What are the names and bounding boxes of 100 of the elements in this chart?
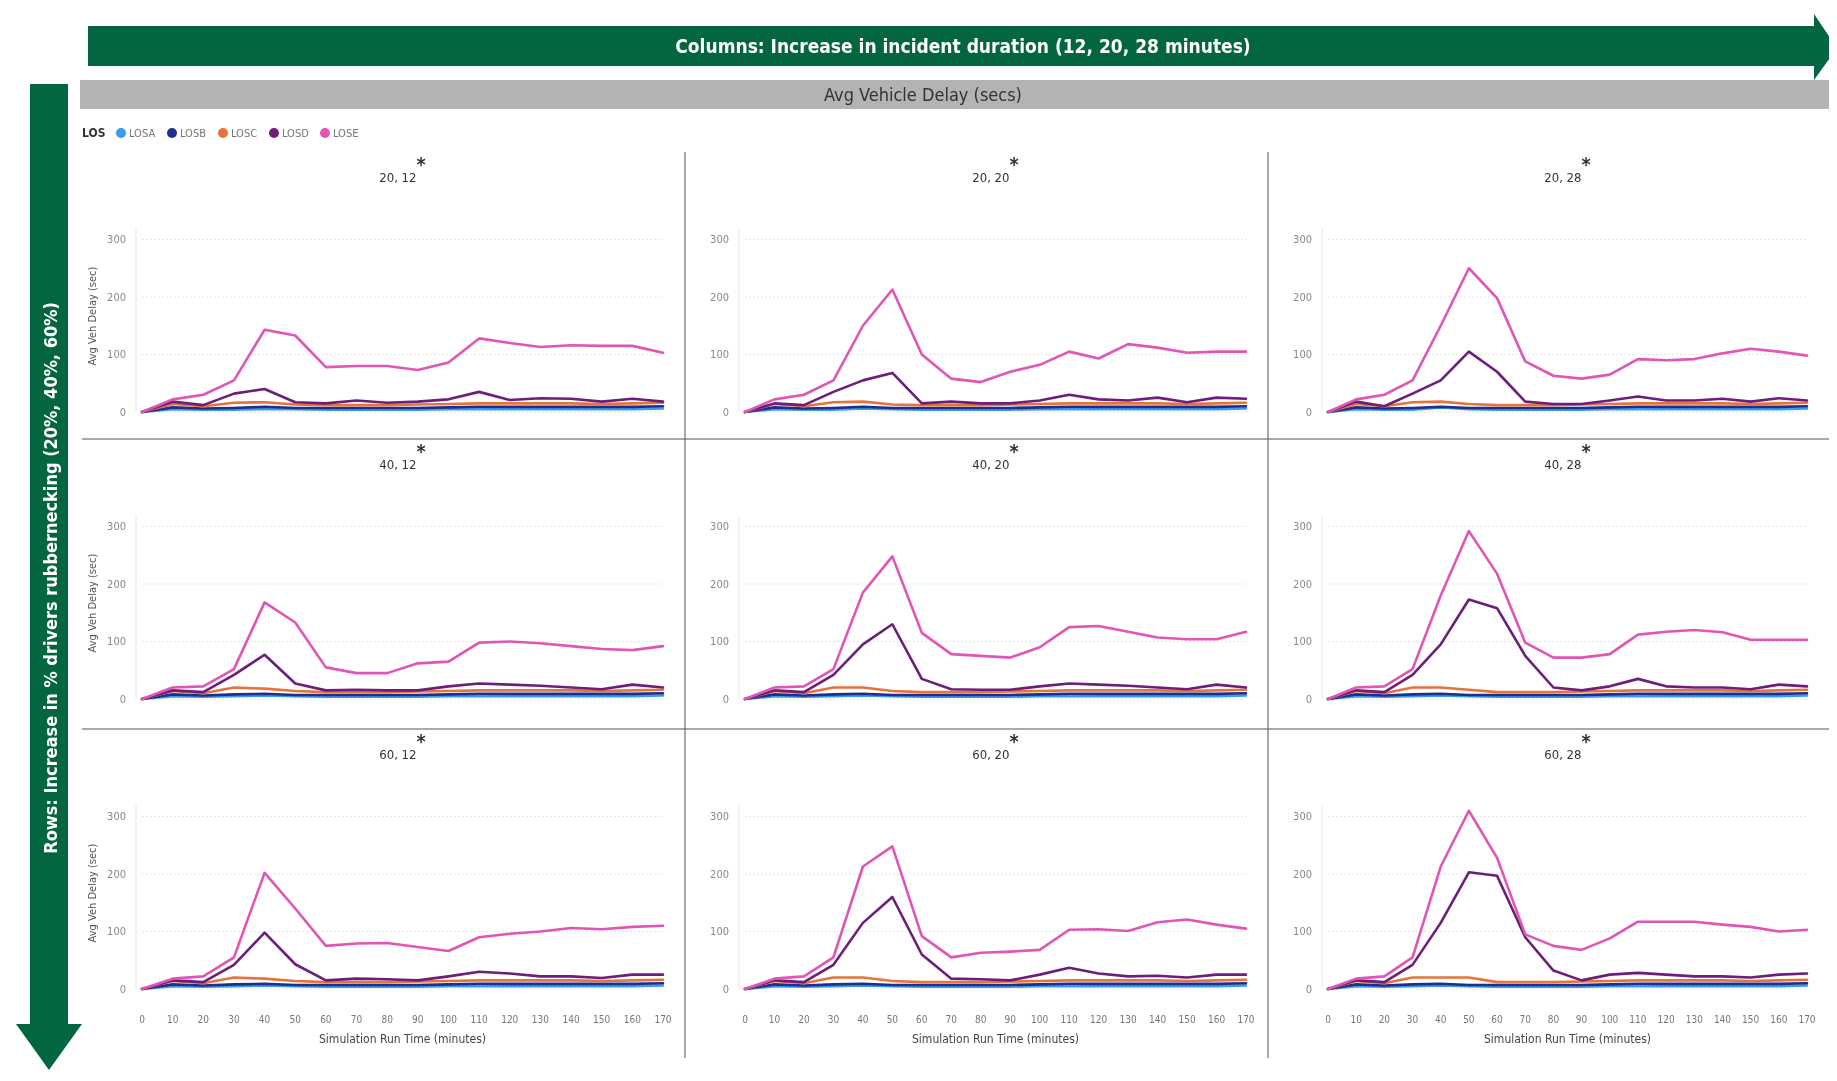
y-tick-label: 200: [1293, 577, 1312, 591]
legend-label: LOSB: [180, 127, 207, 140]
x-tick-label: 170: [654, 1014, 672, 1025]
y-tick-label: 100: [107, 635, 126, 649]
y-tick-label: 200: [710, 867, 729, 881]
y-tick-label: 300: [1293, 810, 1312, 824]
x-tick-label: 150: [1742, 1014, 1760, 1025]
line-series: [1326, 266, 1809, 414]
y-axis-title: Avg Veh Delay (sec): [86, 843, 99, 943]
x-tick-label: 120: [1657, 1014, 1675, 1025]
x-tick-label: 30: [1406, 1014, 1419, 1025]
y-tick-label: 300: [107, 520, 126, 534]
legend-title: LOS: [82, 126, 106, 140]
y-tick-label: 300: [1293, 233, 1312, 247]
x-tick-label: 140: [1713, 1014, 1732, 1025]
x-tick-label: 0: [139, 1014, 146, 1025]
y-tick-label: 200: [107, 290, 126, 304]
x-tick-label: 150: [593, 1014, 611, 1025]
y-tick-label: 0: [722, 405, 729, 419]
x-tick-label: 100: [1601, 1014, 1619, 1025]
x-tick-label: 30: [228, 1014, 240, 1025]
x-tick-label: 110: [470, 1014, 488, 1025]
x-tick-label: 90: [1004, 1014, 1017, 1025]
line-series: [1326, 529, 1809, 701]
x-tick-label: 110: [1060, 1014, 1079, 1025]
y-tick-label: 0: [1305, 405, 1312, 419]
x-axis-title: Simulation Run Time (minutes): [912, 1032, 1079, 1046]
line-series: [743, 288, 1248, 414]
y-tick-label: 200: [107, 867, 126, 881]
y-tick-label: 0: [119, 982, 126, 996]
x-tick-label: 0: [1325, 1014, 1332, 1025]
y-tick-label: 100: [1293, 348, 1312, 362]
line-series: [140, 871, 665, 991]
x-tick-label: 70: [1519, 1014, 1532, 1025]
y-tick-label: 300: [710, 810, 729, 824]
x-tick-label: 160: [623, 1014, 642, 1025]
x-tick-label: 140: [562, 1014, 580, 1025]
x-tick-label: 10: [166, 1014, 179, 1025]
y-tick-label: 100: [1293, 635, 1312, 649]
y-tick-label: 200: [107, 577, 126, 591]
x-tick-label: 20: [197, 1014, 210, 1025]
x-tick-label: 50: [289, 1014, 302, 1025]
x-tick-label: 170: [1798, 1014, 1816, 1025]
y-axis-title: Avg Veh Delay (sec): [86, 553, 99, 653]
text: Rows: Increase in % drivers rubbernecking (20%, 40%, 60%): [40, 302, 61, 854]
y-tick-label: 300: [710, 233, 729, 247]
y-tick-label: 0: [119, 405, 126, 419]
x-tick-label: 80: [975, 1014, 987, 1025]
x-tick-label: 110: [1629, 1014, 1647, 1025]
line-series: [743, 845, 1248, 991]
x-tick-label: 20: [1378, 1014, 1391, 1025]
x-tick-label: 70: [350, 1014, 363, 1025]
y-tick-label: 0: [119, 692, 126, 706]
line-series: [140, 328, 665, 414]
y-tick-label: 0: [1305, 692, 1312, 706]
x-tick-label: 160: [1207, 1014, 1226, 1025]
x-tick-label: 50: [886, 1014, 899, 1025]
x-tick-label: 40: [857, 1014, 869, 1025]
y-tick-label: 100: [710, 635, 729, 649]
x-tick-label: 100: [1031, 1014, 1049, 1025]
x-tick-label: 60: [320, 1014, 332, 1025]
x-tick-label: 160: [1770, 1014, 1788, 1025]
x-tick-label: 130: [1685, 1014, 1704, 1025]
y-tick-label: 100: [710, 348, 729, 362]
x-tick-label: 120: [501, 1014, 519, 1025]
x-tick-label: 80: [381, 1014, 394, 1025]
x-tick-label: 10: [1350, 1014, 1363, 1025]
legend-label: LOSC: [231, 127, 258, 140]
x-tick-label: 100: [439, 1014, 458, 1025]
x-tick-label: 50: [1463, 1014, 1475, 1025]
x-tick-label: 120: [1090, 1014, 1108, 1025]
x-tick-label: 70: [945, 1014, 958, 1025]
x-tick-label: 130: [1119, 1014, 1137, 1025]
y-tick-label: 200: [1293, 290, 1312, 304]
x-tick-label: 150: [1178, 1014, 1196, 1025]
x-tick-label: 30: [827, 1014, 840, 1025]
legend-label: LOSA: [129, 127, 156, 140]
x-tick-label: 40: [258, 1014, 271, 1025]
y-tick-label: 100: [710, 925, 729, 939]
legend-label: LOSD: [282, 127, 310, 140]
line-series: [140, 601, 665, 701]
y-tick-label: 300: [107, 810, 126, 824]
line-series: [743, 555, 1248, 701]
y-tick-label: 0: [722, 692, 729, 706]
x-axis-title: Simulation Run Time (minutes): [319, 1032, 486, 1046]
y-tick-label: 100: [107, 348, 126, 362]
y-tick-label: 100: [1293, 925, 1312, 939]
x-axis-title: Simulation Run Time (minutes): [1484, 1032, 1651, 1046]
text: Avg Vehicle Delay (secs): [824, 84, 1022, 105]
x-tick-label: 0: [742, 1014, 749, 1025]
y-tick-label: 0: [722, 982, 729, 996]
x-tick-label: 40: [1434, 1014, 1447, 1025]
x-tick-label: 130: [531, 1014, 550, 1025]
text: Columns: Increase in incident duration (12, 20, 28 minutes): [675, 35, 1251, 57]
y-tick-label: 300: [107, 233, 126, 247]
x-tick-label: 90: [1575, 1014, 1588, 1025]
y-axis-title: Avg Veh Delay (sec): [86, 266, 99, 366]
x-tick-label: 60: [916, 1014, 928, 1025]
legend-label: LOSE: [333, 127, 359, 140]
y-tick-label: 100: [107, 925, 126, 939]
